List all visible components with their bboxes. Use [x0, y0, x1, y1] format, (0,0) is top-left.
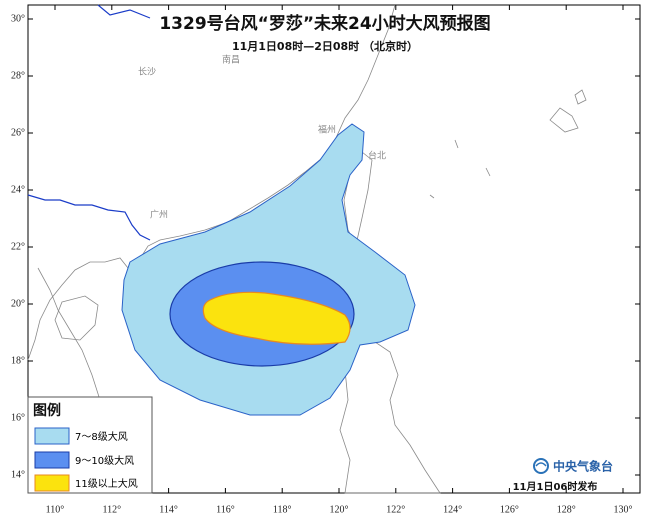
- lon-tick-label: 126°: [500, 504, 519, 515]
- lon-tick-label: 116°: [216, 504, 235, 515]
- luzon: [339, 339, 441, 494]
- legend-swatch: [34, 451, 70, 469]
- legend-label: 9～10级大风: [75, 454, 134, 467]
- issuer-logo: [533, 458, 549, 474]
- lon-tick-label: 110°: [46, 504, 65, 515]
- issue-time: 11月1日06时发布: [513, 480, 598, 493]
- map-subtitle: 11月1日08时—2日08时 （北京时）: [232, 39, 418, 53]
- place-label: 台北: [368, 150, 386, 162]
- place-label: 长沙: [138, 66, 156, 78]
- lon-tick-label: 118°: [273, 504, 292, 515]
- lat-tick-label: 26°: [11, 127, 25, 138]
- lon-tick-label: 122°: [386, 504, 405, 515]
- wind-zones: [121, 123, 416, 416]
- issuer: 中央气象台: [553, 459, 613, 474]
- lat-tick-label: 30°: [11, 13, 25, 24]
- legend-title: 图例: [33, 402, 61, 419]
- lat-tick-label: 20°: [11, 298, 25, 309]
- legend-label: 7～8级大风: [75, 430, 128, 443]
- lon-tick-label: 128°: [557, 504, 576, 515]
- legend-box: [27, 396, 153, 494]
- lon-tick-label: 120°: [330, 504, 349, 515]
- lon-tick-label: 124°: [443, 504, 462, 515]
- legend-label: 11级以上大风: [75, 477, 138, 490]
- lon-tick-label: 114°: [159, 504, 178, 515]
- lat-tick-label: 28°: [11, 70, 25, 81]
- legend-swatch: [34, 474, 70, 492]
- zone-11-plus: [202, 291, 351, 345]
- lat-tick-label: 22°: [11, 241, 25, 252]
- lon-tick-label: 112°: [102, 504, 121, 515]
- lat-tick-label: 18°: [11, 355, 25, 366]
- place-label: 福州: [318, 124, 336, 136]
- place-label: 南昌: [222, 54, 240, 66]
- lat-tick-label: 16°: [11, 412, 25, 423]
- graticule-ticks: 110° 112° 114° 116° 118° 120° 122° 124° 126° 128°…: [11, 5, 640, 515]
- map-title: 1329号台风“罗莎”未来24小时大风预报图: [159, 13, 490, 34]
- lat-tick-label: 14°: [11, 469, 25, 480]
- legend: 图例 7～8级大风 9～10级大风 11级以上大风: [27, 396, 153, 494]
- hainan: [54, 295, 99, 341]
- place-label: 广州: [150, 209, 168, 221]
- lat-tick-label: 24°: [11, 184, 25, 195]
- legend-swatch: [34, 427, 70, 445]
- lon-tick-label: 130°: [614, 504, 633, 515]
